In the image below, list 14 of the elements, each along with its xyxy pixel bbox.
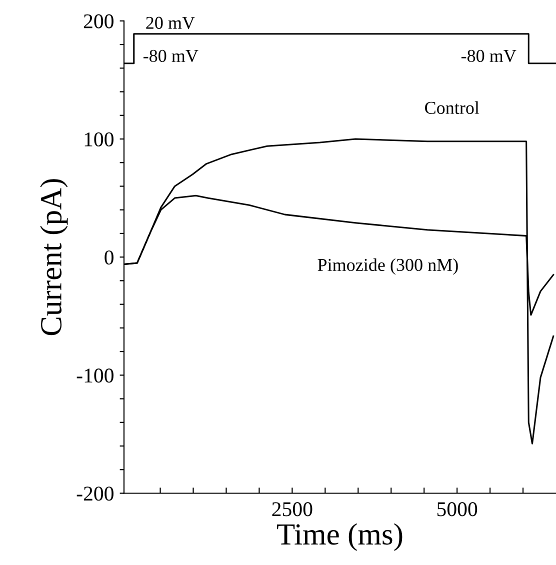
series-label: Control [425, 101, 480, 114]
y-tick-label: 200 [84, 14, 114, 28]
y-tick-label: -100 [76, 368, 114, 383]
annotation: -80 mV [143, 50, 198, 62]
annotation: 20 mV [146, 16, 195, 30]
y-axis-title: Current (pA) [40, 179, 68, 336]
y-tick-label: 0 [104, 250, 114, 265]
x-axis-title: Time (ms) [277, 523, 402, 551]
x-tick-label: 5000 [437, 502, 478, 516]
annotation: -80 mV [461, 50, 516, 62]
y-tick-label: -200 [76, 486, 114, 501]
x-tick-label: 2500 [272, 502, 312, 516]
y-tick-label: 100 [84, 132, 114, 146]
series-label: Pimozide (300 nM) [318, 258, 458, 275]
